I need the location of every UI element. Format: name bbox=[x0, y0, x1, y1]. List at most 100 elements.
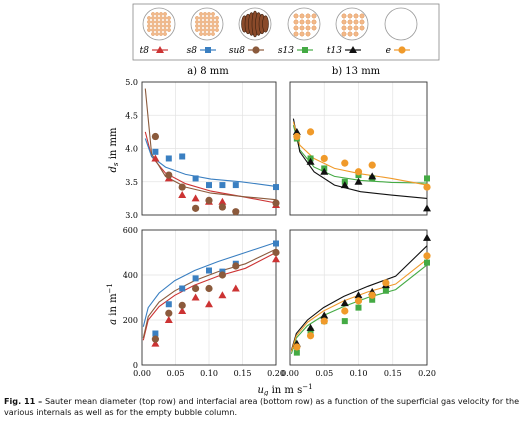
data-point-t13 bbox=[340, 299, 349, 307]
pictogram-hole bbox=[311, 19, 317, 25]
data-point-s8 bbox=[179, 285, 186, 292]
x-tick-label: 0.20 bbox=[418, 369, 436, 378]
pictogram-hole bbox=[353, 13, 359, 19]
pictogram-hole bbox=[203, 12, 207, 16]
data-point-t8 bbox=[272, 255, 280, 263]
data-point-s8 bbox=[232, 182, 239, 189]
data-point-su8 bbox=[232, 208, 240, 216]
y-tick-label: 200 bbox=[123, 316, 138, 325]
pictogram-hole bbox=[203, 24, 207, 28]
data-point-s13 bbox=[369, 296, 376, 303]
pictogram-hole bbox=[203, 20, 207, 24]
pictogram-hole bbox=[207, 32, 211, 36]
pictogram-hole bbox=[347, 13, 353, 19]
data-point-su8 bbox=[218, 271, 226, 279]
pictogram-hole bbox=[293, 31, 299, 37]
legend-marker bbox=[156, 46, 164, 53]
figure: t8 s8 su8 s13 t13 e a) 8 mm b) 13 mm ds in mm… bbox=[106, 3, 440, 396]
pictogram-hole bbox=[207, 12, 211, 16]
pictogram-hole bbox=[353, 31, 359, 37]
legend-item-su8: su8 bbox=[229, 7, 272, 56]
data-point-s8 bbox=[152, 148, 159, 155]
data-point-s8 bbox=[273, 240, 279, 247]
pictogram-spiral-coil bbox=[262, 15, 269, 33]
data-point-su8 bbox=[192, 204, 200, 212]
x-tick-label: 0.15 bbox=[234, 369, 252, 378]
pictogram-hole bbox=[159, 20, 163, 24]
data-point-e bbox=[423, 252, 431, 260]
y-tick-label: 0 bbox=[133, 361, 138, 370]
data-point-s8 bbox=[206, 267, 212, 274]
pictogram-hole bbox=[155, 32, 159, 36]
data-point-s8 bbox=[152, 330, 159, 337]
pictogram-hole bbox=[203, 16, 207, 20]
pictogram-hole bbox=[215, 24, 219, 28]
legend-item-s13: s13 bbox=[278, 7, 321, 56]
legend-label: t8 bbox=[140, 46, 150, 56]
data-point-t13 bbox=[423, 204, 431, 212]
pictogram-hole bbox=[305, 13, 311, 19]
pictogram-hole bbox=[299, 19, 305, 25]
data-point-su8 bbox=[178, 183, 186, 191]
legend-marker bbox=[349, 46, 357, 53]
pictogram-hole bbox=[347, 19, 353, 25]
pictogram-hole bbox=[293, 19, 299, 25]
data-point-s13 bbox=[341, 318, 348, 325]
data-point-e bbox=[368, 291, 376, 299]
legend-item-t8: t8 bbox=[140, 7, 176, 56]
data-point-e bbox=[306, 332, 315, 340]
pictogram-hole bbox=[195, 20, 199, 24]
data-point-t8 bbox=[218, 291, 227, 299]
fit-curve-s13 bbox=[290, 264, 428, 354]
pictogram-hole bbox=[147, 24, 151, 28]
data-point-e bbox=[423, 183, 431, 191]
data-point-su8 bbox=[165, 309, 173, 317]
pictogram-hole bbox=[199, 24, 203, 28]
data-point-e bbox=[293, 343, 301, 351]
data-point-s8 bbox=[165, 155, 172, 162]
pictogram-hole bbox=[195, 28, 199, 32]
pictogram-hole bbox=[207, 16, 211, 20]
pictogram-hole bbox=[207, 20, 211, 24]
y-tick-label: 3.0 bbox=[125, 211, 138, 220]
pictogram-hole bbox=[163, 28, 167, 32]
data-point-t13 bbox=[320, 167, 329, 175]
data-point-s8 bbox=[165, 301, 172, 308]
data-point-t13 bbox=[340, 181, 349, 189]
data-point-t8 bbox=[191, 293, 200, 301]
data-point-s8 bbox=[192, 275, 199, 282]
pictogram-hole bbox=[293, 13, 299, 19]
data-point-t8 bbox=[151, 154, 160, 162]
pictogram-outline bbox=[384, 7, 418, 41]
data-point-e bbox=[293, 132, 301, 141]
pictogram-hole bbox=[203, 28, 207, 32]
fit-curve-t8 bbox=[144, 131, 277, 204]
y-axis-label-bottom: a in m−1 bbox=[106, 283, 119, 325]
legend-label: s13 bbox=[278, 46, 294, 56]
pictogram-hole bbox=[207, 28, 211, 32]
legend-item-e: e bbox=[384, 7, 418, 56]
pictogram-hole bbox=[359, 13, 365, 19]
panel-bottom-left: 0 200 400 600 0.00 0.05 0.10 0.15 0.20 bbox=[123, 226, 285, 378]
x-tick-label: 0.15 bbox=[384, 369, 402, 378]
pictogram-hole bbox=[159, 12, 163, 16]
data-point-t13 bbox=[320, 311, 329, 319]
pictogram-hole bbox=[353, 25, 359, 31]
legend-label: s8 bbox=[187, 46, 198, 56]
pictogram-hole bbox=[305, 31, 311, 37]
pictogram-hole bbox=[167, 16, 171, 20]
data-point-t13 bbox=[306, 157, 315, 165]
data-point-t13 bbox=[423, 233, 431, 241]
fit-curve-s8 bbox=[142, 241, 277, 327]
y-tick-label: 400 bbox=[123, 271, 138, 280]
legend-label: e bbox=[386, 46, 391, 56]
plot-frame bbox=[289, 229, 428, 366]
plot-panels: 3.0 3.5 4.0 4.5 5.0 0 200 400 600 0.00 0.05 0.10 0.1… bbox=[123, 78, 436, 378]
pictogram-hole bbox=[299, 13, 305, 19]
pictogram-hole bbox=[305, 25, 311, 31]
data-point-t13 bbox=[292, 127, 301, 135]
data-point-s8 bbox=[219, 182, 226, 189]
pictogram-hole bbox=[159, 32, 163, 36]
data-point-t8 bbox=[191, 194, 200, 202]
caption-text: Sauter mean diameter (top row) and inter… bbox=[4, 396, 520, 417]
